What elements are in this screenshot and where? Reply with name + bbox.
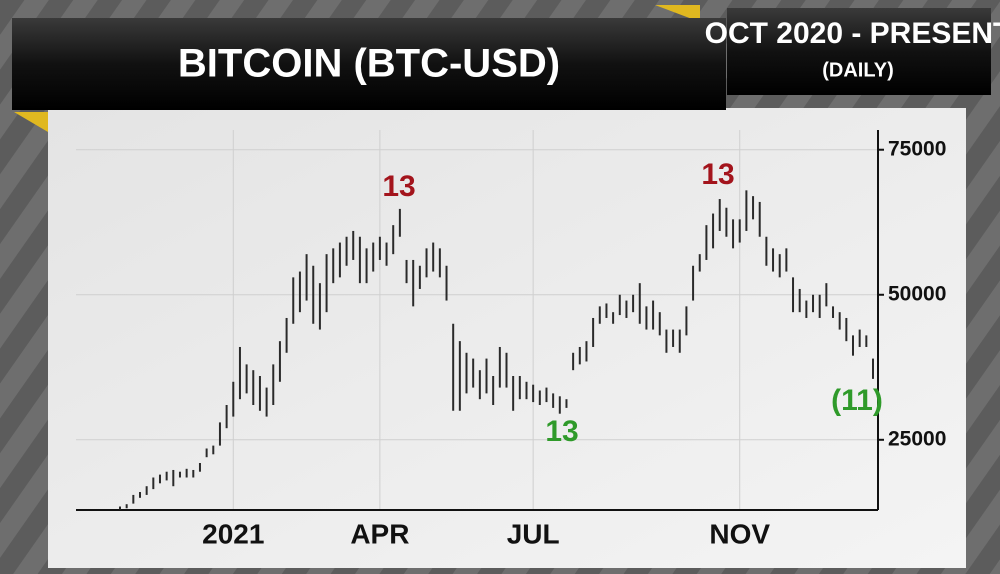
- x-tick-label: JUL: [507, 518, 560, 549]
- annotation: 13: [545, 415, 578, 448]
- x-tick-label: APR: [350, 518, 409, 549]
- y-tick-label: 50000: [888, 282, 946, 305]
- y-tick-label: 25000: [888, 427, 946, 450]
- chart-title: BITCOIN (BTC-USD): [178, 42, 560, 86]
- accent: [655, 5, 700, 22]
- annotation: (11): [831, 384, 883, 417]
- annotation: 13: [382, 170, 415, 203]
- x-tick-label: 2021: [202, 518, 264, 549]
- chart-panel: [48, 108, 966, 568]
- x-tick-label: NOV: [709, 518, 770, 549]
- annotation: 13: [701, 158, 734, 191]
- title-band: [12, 18, 726, 110]
- frequency: (DAILY): [822, 59, 893, 81]
- period-band: [727, 8, 991, 95]
- period: OCT 2020 - PRESENT: [705, 17, 1000, 50]
- y-tick-label: 75000: [888, 137, 946, 160]
- plot-area: 25000 50000 75000 2021 APR JUL NOV 13 13 13 (11): [76, 130, 946, 549]
- accent: [14, 112, 48, 132]
